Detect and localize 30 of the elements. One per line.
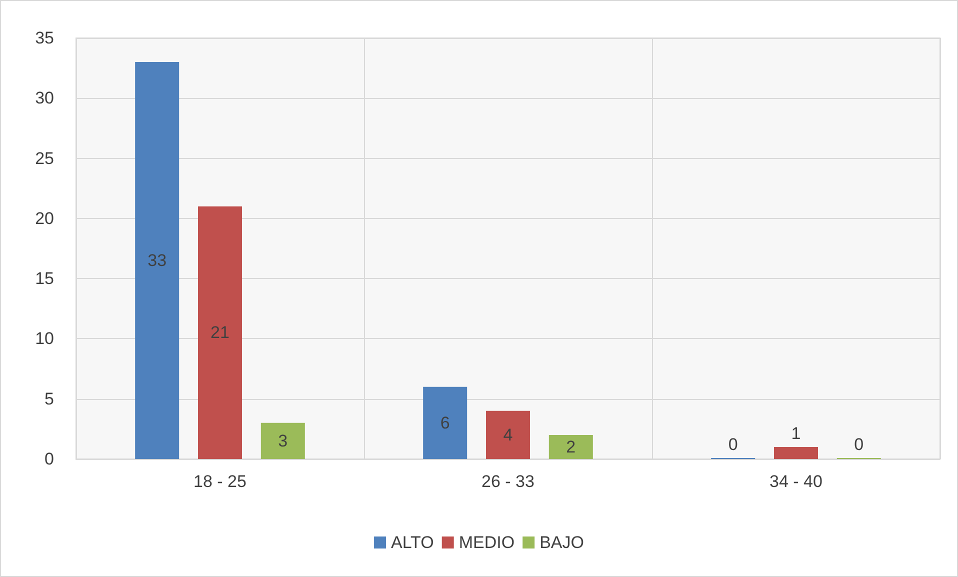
legend-label: BAJO xyxy=(540,533,584,552)
data-label: 1 xyxy=(791,424,801,443)
data-label: 0 xyxy=(854,435,864,454)
x-tick-label: 18 - 25 xyxy=(194,472,246,491)
data-label: 21 xyxy=(210,323,230,342)
data-label: 3 xyxy=(278,431,288,450)
bar xyxy=(423,386,468,459)
bar xyxy=(774,446,818,459)
y-tick-label: 15 xyxy=(35,269,54,288)
y-tick-label: 20 xyxy=(35,208,54,228)
legend-label: MEDIO xyxy=(458,533,515,552)
data-label: 33 xyxy=(148,251,167,270)
y-tick-label: 30 xyxy=(35,88,54,108)
legend-label: ALTO xyxy=(391,533,434,552)
bar xyxy=(135,62,180,459)
y-tick-label: 35 xyxy=(35,28,54,48)
x-tick-label: 34 - 40 xyxy=(770,472,822,491)
bar xyxy=(260,422,305,459)
bar xyxy=(198,206,242,459)
data-label: 6 xyxy=(440,413,450,432)
y-tick-label: 25 xyxy=(35,148,54,168)
bar xyxy=(548,434,593,459)
data-label: 2 xyxy=(566,437,576,456)
y-tick-label: 10 xyxy=(35,329,54,348)
bar xyxy=(486,410,530,459)
y-tick-label: 0 xyxy=(44,450,54,468)
data-label: 4 xyxy=(503,425,513,444)
data-label: 0 xyxy=(728,435,738,454)
x-tick-label: 26 - 33 xyxy=(482,472,534,491)
y-tick-label: 5 xyxy=(44,389,54,408)
